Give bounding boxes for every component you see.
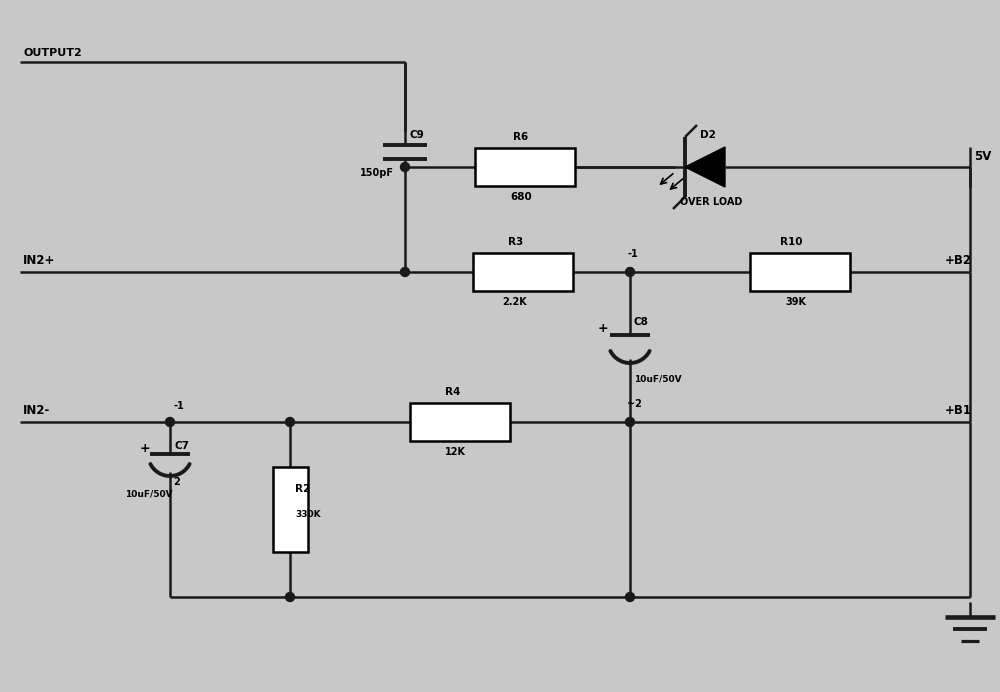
- Text: -1: -1: [627, 249, 638, 259]
- Circle shape: [626, 268, 635, 277]
- Text: 10uF/50V: 10uF/50V: [125, 489, 173, 498]
- Text: +: +: [598, 322, 609, 336]
- Text: 12K: 12K: [445, 447, 466, 457]
- Bar: [410, 403, 510, 441]
- Polygon shape: [685, 147, 725, 187]
- Text: 5V: 5V: [974, 150, 991, 163]
- Text: D2: D2: [700, 130, 716, 140]
- Text: +B2: +B2: [945, 253, 972, 266]
- Text: 680: 680: [510, 192, 532, 202]
- Text: +B1: +B1: [945, 403, 972, 417]
- Text: R10: R10: [780, 237, 802, 247]
- Text: 2.2K: 2.2K: [503, 297, 527, 307]
- Text: R2: R2: [295, 484, 310, 495]
- Text: C8: C8: [634, 317, 649, 327]
- Text: R6: R6: [513, 132, 528, 142]
- Circle shape: [401, 268, 410, 277]
- Text: OUTPUT2: OUTPUT2: [23, 48, 82, 58]
- Text: R3: R3: [508, 237, 523, 247]
- Text: -1: -1: [173, 401, 184, 411]
- Bar: [475, 148, 575, 186]
- Circle shape: [626, 592, 635, 601]
- Text: +: +: [140, 442, 151, 455]
- Bar: [473, 253, 572, 291]
- Circle shape: [286, 592, 295, 601]
- Text: 10uF/50V: 10uF/50V: [634, 374, 682, 383]
- Text: OVER LOAD: OVER LOAD: [680, 197, 742, 207]
- Text: 150pF: 150pF: [360, 168, 394, 178]
- Circle shape: [166, 417, 175, 426]
- Circle shape: [401, 163, 410, 172]
- Bar: [750, 253, 850, 291]
- Text: 2: 2: [173, 477, 180, 487]
- Text: 330K: 330K: [295, 510, 321, 519]
- Text: IN2+: IN2+: [23, 253, 55, 266]
- Circle shape: [626, 417, 635, 426]
- Text: C7: C7: [174, 441, 189, 451]
- Circle shape: [286, 417, 295, 426]
- Text: R4: R4: [445, 387, 460, 397]
- Bar: [273, 467, 308, 552]
- Text: IN2-: IN2-: [23, 403, 50, 417]
- Text: C9: C9: [409, 130, 424, 140]
- Text: ~2: ~2: [627, 399, 642, 409]
- Text: 39K: 39K: [785, 297, 806, 307]
